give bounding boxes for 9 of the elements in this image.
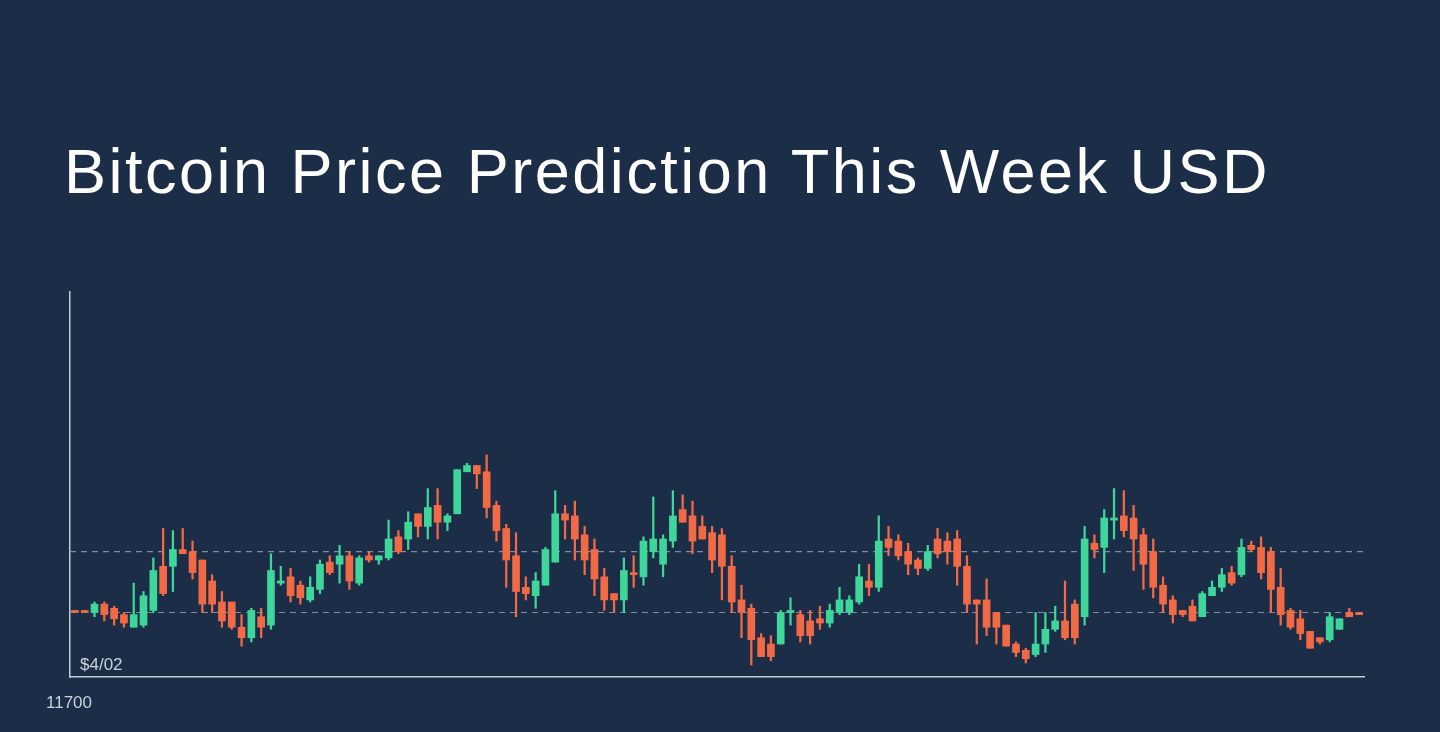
candlestick <box>1090 534 1099 559</box>
annotation: $4/02 <box>80 655 123 675</box>
candlestick <box>884 526 893 557</box>
candlestick <box>786 597 795 626</box>
candlestick <box>335 544 344 584</box>
candlestick <box>1031 612 1040 657</box>
candlestick <box>943 532 952 565</box>
text: 11700 <box>46 693 93 713</box>
chart-title: Bitcoin Price Prediction This Week USD <box>64 135 1271 208</box>
